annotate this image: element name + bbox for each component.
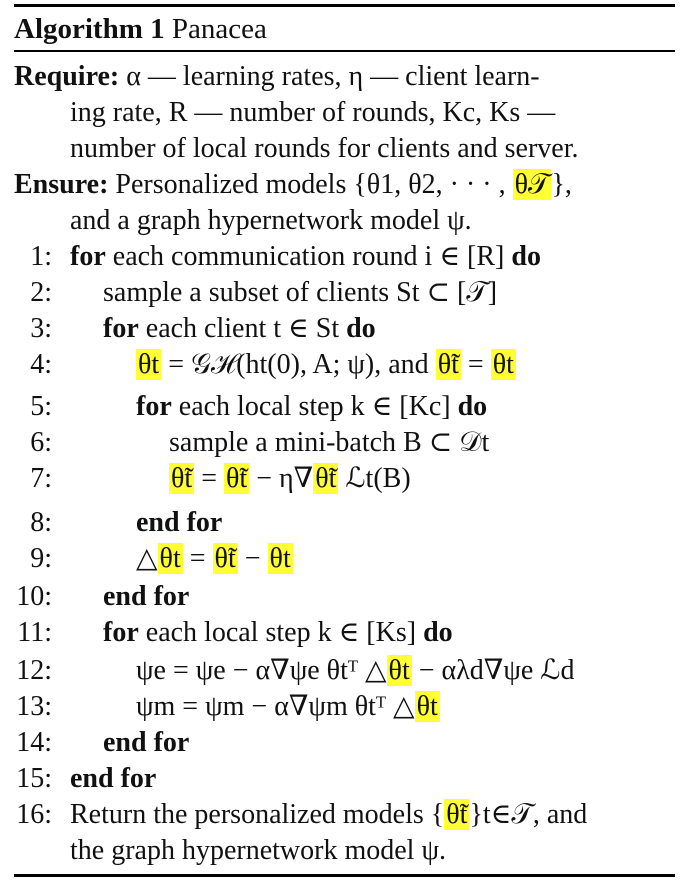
step-number: 3: — [30, 313, 52, 344]
step-content: for each local step k ∈ [Kc] do — [136, 390, 487, 424]
step-number: 16: — [16, 799, 52, 830]
step-number: 15: — [16, 763, 52, 794]
step-highlight: θt — [386, 655, 412, 686]
step-highlight: θ̃t — [444, 799, 470, 830]
step-content: end for — [136, 506, 222, 540]
require-keyword: Require: — [14, 61, 120, 92]
step-content: θt = 𝒢ℋ(ht(0), A; ψ), and θ̃t = θt — [136, 348, 516, 382]
step-keyword: end for — [136, 507, 223, 538]
step-text: sample a subset of clients St ⊂ [𝒯] — [103, 277, 498, 308]
require-line-1: Require: α — learning rates, η — client … — [14, 60, 540, 94]
algorithm-label: Algorithm 1 — [14, 13, 165, 45]
step-content: for each client t ∈ St do — [103, 312, 376, 346]
step-highlight: θ̃t — [224, 463, 250, 494]
step-keyword: for — [70, 241, 106, 272]
step-content: Return the personalized models {θ̃t}t∈𝒯,… — [70, 798, 587, 832]
step-highlight: θt — [414, 691, 440, 722]
step-text: }t∈𝒯, and — [469, 799, 588, 830]
step-text: ψe = ψe − α∇ψe θtᵀ △ — [136, 655, 387, 686]
top-rule — [14, 4, 675, 7]
step-text: = — [460, 349, 491, 380]
step-text: = — [194, 463, 224, 494]
step-content: for each communication round i ∈ [R] do — [70, 240, 541, 274]
step-number: 6: — [30, 427, 52, 458]
step-content: for each local step k ∈ [Ks] do — [103, 616, 453, 650]
require-line-3: number of local rounds for clients and s… — [70, 133, 579, 164]
algorithm-title: Algorithm 1 Panacea — [14, 12, 267, 47]
step-text: △ — [136, 543, 158, 574]
step-keyword: for — [136, 391, 172, 422]
ensure-text-post: }, — [551, 169, 572, 200]
step-keyword: do — [423, 617, 453, 648]
step-number: 9: — [30, 543, 52, 574]
step-highlight: θt — [490, 349, 516, 380]
ensure-text-pre: Personalized models {θ1, θ2, · · · , — [115, 169, 513, 200]
step-content: △θt = θ̃t − θt — [136, 542, 293, 576]
step-highlight: θ̃t — [212, 543, 238, 574]
step-number: 7: — [30, 463, 52, 494]
step-highlight: θ̃t — [313, 463, 339, 494]
step-number: 4: — [30, 349, 52, 380]
step-highlight: θt — [157, 543, 183, 574]
step-text: each local step k ∈ [Ks] — [138, 617, 424, 648]
step-text: Return the personalized models { — [70, 799, 445, 830]
step-keyword: do — [346, 313, 376, 344]
algorithm-name: Panacea — [171, 13, 267, 45]
step-content: end for — [103, 726, 189, 760]
step-text: sample a mini-batch B ⊂ 𝒟t — [169, 427, 490, 458]
ensure-line-1: Ensure: Personalized models {θ1, θ2, · ·… — [14, 168, 572, 202]
step-keyword: do — [457, 391, 488, 422]
step-text: ℒt(B) — [338, 463, 411, 494]
require-text-1: α — learning rates, η — client learn- — [126, 61, 540, 92]
require-line-2: ing rate, R — number of rounds, Kc, Ks — — [70, 97, 556, 128]
ensure-highlight: θ𝒯 — [512, 169, 552, 200]
step-text: = 𝒢ℋ(ht(0), A; ψ), and — [161, 349, 436, 380]
step-number: 13: — [16, 691, 52, 722]
step-content: end for — [70, 762, 156, 796]
step-content: ψe = ψe − α∇ψe θtᵀ △θt − αλd∇ψe ℒd — [136, 654, 574, 688]
ensure-keyword: Ensure: — [14, 169, 109, 200]
step-text: = — [182, 543, 213, 574]
step-keyword: for — [103, 617, 139, 648]
step-number: 14: — [16, 727, 52, 758]
step-number: 5: — [30, 391, 52, 422]
step-text: − αλd∇ψe ℒd — [411, 655, 575, 686]
step-text: each local step k ∈ [Kc] — [171, 391, 458, 422]
step-keyword: end for — [103, 727, 190, 758]
step-content: sample a subset of clients St ⊂ [𝒯] — [103, 276, 497, 310]
bottom-rule — [14, 874, 675, 877]
step-number: 12: — [16, 655, 52, 686]
step-content: sample a mini-batch B ⊂ 𝒟t — [169, 426, 489, 460]
step-number: 8: — [30, 507, 52, 538]
step-highlight: θt — [136, 349, 162, 380]
step-keyword: for — [103, 313, 139, 344]
step-content: ψm = ψm − α∇ψm θtᵀ △θt — [136, 690, 440, 724]
step-number: 11: — [17, 617, 52, 648]
step-content: the graph hypernetwork model ψ. — [70, 834, 446, 868]
step-content: θ̃t = θ̃t − η∇θ̃t ℒt(B) — [169, 462, 411, 496]
step-text: each communication round i ∈ [R] — [105, 241, 512, 272]
step-number: 10: — [16, 581, 52, 612]
step-text: each client t ∈ St — [138, 313, 347, 344]
step-text: the graph hypernetwork model ψ. — [70, 835, 446, 866]
step-number: 1: — [30, 241, 52, 272]
step-keyword: end for — [103, 581, 190, 612]
step-highlight: θt — [267, 543, 293, 574]
title-rule — [14, 50, 675, 52]
step-number: 2: — [30, 277, 52, 308]
step-content: end for — [103, 580, 189, 614]
step-keyword: do — [511, 241, 541, 272]
step-keyword: end for — [70, 763, 157, 794]
step-highlight: θ̃t — [169, 463, 195, 494]
step-text: − η∇ — [249, 463, 314, 494]
step-text: − — [237, 543, 268, 574]
step-text: ψm = ψm − α∇ψm θtᵀ △ — [136, 691, 415, 722]
step-highlight: θ̃t — [435, 349, 461, 380]
ensure-line-2: and a graph hypernetwork model ψ. — [70, 205, 472, 236]
